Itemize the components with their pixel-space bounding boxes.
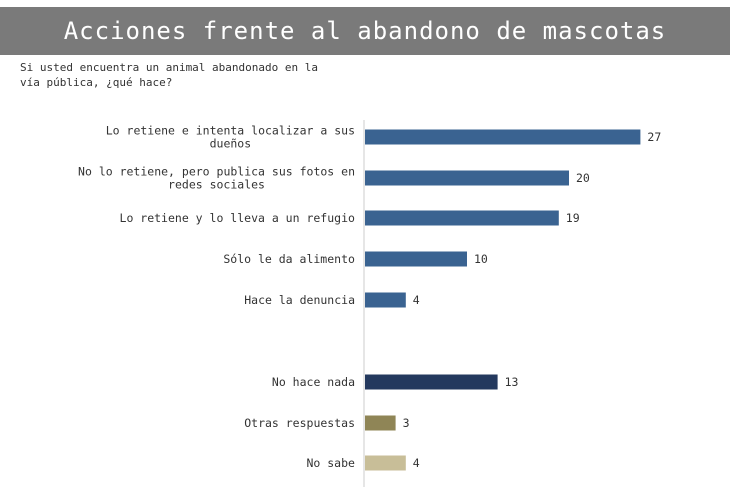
category-label: No hace nada <box>272 375 355 389</box>
data-label: 3 <box>403 416 410 430</box>
category-label: No lo retiene, pero publica sus fotos en… <box>78 165 355 192</box>
bar <box>365 210 559 226</box>
category-label-line: redes sociales <box>168 178 265 192</box>
bar <box>365 455 406 471</box>
data-label: 27 <box>647 130 661 144</box>
bar <box>365 129 641 145</box>
data-label: 20 <box>576 171 590 185</box>
category-label: Otras respuestas <box>244 416 355 430</box>
category-label: Lo retiene y lo lleva a un refugio <box>120 211 355 225</box>
category-label-line: Lo retiene e intenta localizar a sus <box>106 124 355 138</box>
data-label: 4 <box>413 293 420 307</box>
category-label: Lo retiene e intenta localizar a sus dueñ… <box>106 124 355 151</box>
bar <box>365 415 396 431</box>
data-label: 4 <box>413 456 420 470</box>
data-label: 19 <box>566 211 580 225</box>
category-label: No sabe <box>306 456 355 470</box>
category-label-line: dueños <box>210 137 252 151</box>
category-label-line: No lo retiene, pero publica sus fotos en <box>78 165 355 179</box>
category-label: Hace la denuncia <box>244 293 355 307</box>
title-band: Acciones frente al abandono de mascotas <box>0 7 730 55</box>
bar <box>365 251 467 267</box>
category-label-line: No hace nada <box>272 375 355 389</box>
bar <box>365 374 498 390</box>
survey-question: Si usted encuentra un animal abandonado … <box>20 61 319 89</box>
category-label-line: Otras respuestas <box>244 416 355 430</box>
category-label: Sólo le da alimento <box>223 252 355 266</box>
bar <box>365 292 406 308</box>
category-label-line: Sólo le da alimento <box>223 252 355 266</box>
data-label: 13 <box>505 375 519 389</box>
category-label-line: Lo retiene y lo lleva a un refugio <box>120 211 355 225</box>
category-label-line: Hace la denuncia <box>244 293 355 307</box>
bar <box>365 170 569 186</box>
data-label: 10 <box>474 252 488 266</box>
category-label-line: No sabe <box>306 456 355 470</box>
chart-title: Acciones frente al abandono de mascotas <box>63 17 667 45</box>
